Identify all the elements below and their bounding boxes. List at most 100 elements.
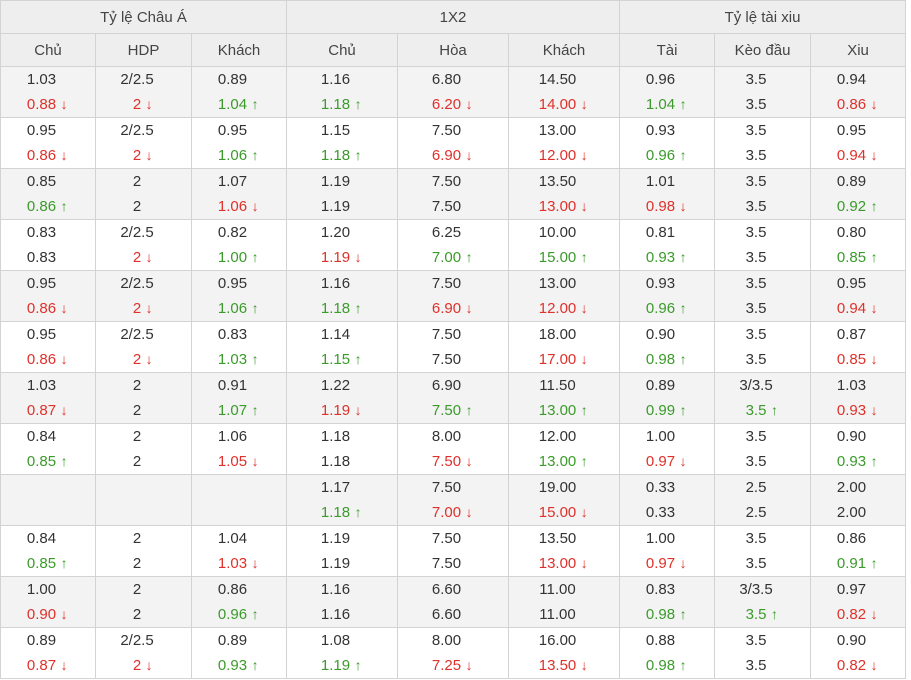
odds-value: 0.82 — [217, 224, 248, 241]
odds-row-live[interactable]: 0.85 ↑ 2 1.05 ↓ 1.18 7.50 ↓ 13.00 ↑ 0.97 ↓ 3.5 0.93 ↑ — [0, 449, 907, 475]
odds-row-opening[interactable]: 1.00 2 0.86 1.16 6.60 11.00 0.83 3/3.5 0.97 — [0, 576, 907, 602]
odds-value: 0.93 — [836, 453, 867, 470]
odds-cell: 6.60 — [397, 576, 510, 602]
odds-value: 11.00 — [539, 581, 576, 598]
odds-value: 3.5 — [745, 402, 767, 419]
odds-cell: 0.98 ↑ — [619, 602, 716, 628]
odds-cell: 7.50 — [397, 168, 510, 194]
odds-value: 1.19 — [320, 530, 351, 547]
odds-cell: 0.95 — [810, 117, 907, 143]
odds-cell: 2 ↓ — [95, 92, 192, 118]
odds-value: 0.89 — [645, 377, 676, 394]
odds-cell: 7.00 ↑ — [397, 245, 510, 271]
arrow-down-icon: ↓ — [870, 300, 878, 316]
odds-value: 15.00 — [538, 249, 577, 266]
arrow-up-icon: ↑ — [679, 147, 687, 163]
odds-row-opening[interactable]: 0.95 2/2.5 0.95 1.15 7.50 13.00 0.93 3.5 0.95 — [0, 117, 907, 143]
odds-value: 13.50 — [538, 657, 577, 674]
odds-row-opening[interactable]: 1.17 7.50 19.00 0.33 2.5 2.00 — [0, 474, 907, 500]
odds-value: 0.93 — [645, 275, 676, 292]
odds-value: 0.94 — [836, 147, 867, 164]
odds-row-live[interactable]: 0.86 ↓ 2 ↓ 1.03 ↑ 1.15 ↑ 7.50 17.00 ↓ 0.98 ↑ 3.5 0.85 ↓ — [0, 347, 907, 373]
odds-value: 0.85 — [26, 453, 57, 470]
odds-cell: 0.91 — [190, 372, 288, 398]
odds-row-opening[interactable]: 1.03 2 0.91 1.22 6.90 11.50 0.89 3/3.5 1.03 — [0, 372, 907, 398]
odds-cell: 0.82 ↓ — [810, 602, 907, 628]
odds-cell: 2 ↓ — [95, 296, 192, 322]
odds-cell: 1.03 ↑ — [190, 347, 288, 373]
odds-row-live[interactable]: 0.83 2 ↓ 1.00 ↑ 1.19 ↓ 7.00 ↑ 15.00 ↑ 0.93 ↑ 3.5 0.85 ↑ — [0, 245, 907, 271]
odds-value: 6.80 — [431, 71, 462, 88]
odds-cell: 14.50 — [508, 66, 621, 92]
odds-row-live[interactable]: 0.90 ↓ 2 0.96 ↑ 1.16 6.60 11.00 0.98 ↑ 3.5 ↑ 0.82 ↓ — [0, 602, 907, 628]
odds-cell: 0.95 — [810, 270, 907, 296]
odds-cell: 0.95 — [0, 321, 96, 347]
odds-cell: 1.15 — [286, 117, 399, 143]
odds-cell: 3.5 — [714, 551, 812, 577]
odds-cell: 0.86 ↓ — [810, 92, 907, 118]
odds-row-live[interactable]: 0.88 ↓ 2 ↓ 1.04 ↑ 1.18 ↑ 6.20 ↓ 14.00 ↓ 1.04 ↑ 3.5 0.86… — [0, 92, 907, 118]
odds-row-opening[interactable]: 0.89 2/2.5 0.89 1.08 8.00 16.00 0.88 3.5 0.90 — [0, 627, 907, 653]
odds-value: 2 — [132, 351, 142, 368]
odds-value: 1.19 — [320, 198, 351, 215]
odds-cell: 0.86 ↓ — [0, 347, 96, 373]
odds-row-live[interactable]: 0.86 ↓ 2 ↓ 1.06 ↑ 1.18 ↑ 6.90 ↓ 12.00 ↓ 0.96 ↑ 3.5 0.94… — [0, 143, 907, 169]
odds-row-live[interactable]: 0.86 ↑ 2 1.06 ↓ 1.19 7.50 13.00 ↓ 0.98 ↓ 3.5 0.92 ↑ — [0, 194, 907, 220]
odds-row-live[interactable]: 0.87 ↓ 2 ↓ 0.93 ↑ 1.19 ↑ 7.25 ↓ 13.50 ↓ 0.98 ↑ 3.5 0.82… — [0, 653, 907, 679]
odds-cell: 0.97 ↓ — [619, 551, 716, 577]
odds-value: 0.33 — [645, 479, 676, 496]
odds-cell: 1.19 ↓ — [286, 398, 399, 424]
odds-value: 0.83 — [645, 581, 676, 598]
odds-cell: 0.84 — [0, 525, 96, 551]
odds-value: 3.5 — [745, 173, 767, 190]
odds-cell: 8.00 — [397, 627, 510, 653]
odds-value: 0.80 — [836, 224, 867, 241]
arrow-down-icon: ↓ — [465, 453, 473, 469]
odds-row-opening[interactable]: 0.85 2 1.07 1.19 7.50 13.50 1.01 3.5 0.89 — [0, 168, 907, 194]
arrow-down-icon: ↓ — [580, 96, 588, 112]
odds-cell: 2 — [95, 168, 192, 194]
odds-value: 7.50 — [431, 173, 462, 190]
odds-row-live[interactable]: 0.85 ↑ 2 1.03 ↓ 1.19 7.50 13.00 ↓ 0.97 ↓ 3.5 0.91 ↑ — [0, 551, 907, 577]
odds-row-opening[interactable]: 0.95 2/2.5 0.95 1.16 7.50 13.00 0.93 3.5 0.95 — [0, 270, 907, 296]
odds-row-opening[interactable]: 0.95 2/2.5 0.83 1.14 7.50 18.00 0.90 3.5 0.87 — [0, 321, 907, 347]
odds-cell: 0.96 ↑ — [619, 143, 716, 169]
odds-cell: 3.5 — [714, 168, 812, 194]
odds-value: 14.50 — [538, 71, 577, 88]
header-column-row: Chủ HDP Khách Chủ Hòa Khách Tài Kèo đầu … — [0, 33, 907, 67]
odds-row-live[interactable]: 0.86 ↓ 2 ↓ 1.06 ↑ 1.18 ↑ 6.90 ↓ 12.00 ↓ 0.96 ↑ 3.5 0.94… — [0, 296, 907, 322]
odds-value: 1.06 — [217, 147, 248, 164]
odds-value: 0.89 — [217, 632, 248, 649]
arrow-up-icon: ↑ — [679, 96, 687, 112]
odds-cell: 7.50 — [397, 270, 510, 296]
odds-cell: 3.5 — [714, 194, 812, 220]
odds-value: 13.00 — [538, 122, 577, 139]
odds-value: 1.19 — [320, 657, 351, 674]
odds-row-live[interactable]: 0.87 ↓ 2 1.07 ↑ 1.19 ↓ 7.50 ↑ 13.00 ↑ 0.99 ↑ 3.5 ↑ 0.93… — [0, 398, 907, 424]
odds-value: 7.50 — [431, 555, 462, 572]
odds-row-opening[interactable]: 1.03 2/2.5 0.89 1.16 6.80 14.50 0.96 3.5 0.94 — [0, 66, 907, 92]
odds-value: 0.83 — [217, 326, 248, 343]
odds-cell: 0.89 — [619, 372, 716, 398]
odds-value: 1.19 — [320, 402, 351, 419]
odds-cell: 3.5 — [714, 245, 812, 271]
odds-value: 2 — [132, 581, 142, 598]
odds-cell: 0.93 ↑ — [810, 449, 907, 475]
odds-cell: 2 ↓ — [95, 653, 192, 679]
odds-value: 1.04 — [645, 96, 676, 113]
odds-cell: 3.5 — [714, 627, 812, 653]
odds-value: 0.91 — [217, 377, 248, 394]
odds-value: 1.22 — [320, 377, 351, 394]
odds-value: 13.00 — [538, 198, 577, 215]
odds-row-opening[interactable]: 0.83 2/2.5 0.82 1.20 6.25 10.00 0.81 3.5 0.80 — [0, 219, 907, 245]
arrow-up-icon: ↑ — [354, 300, 362, 316]
odds-row-opening[interactable]: 0.84 2 1.04 1.19 7.50 13.50 1.00 3.5 0.86 — [0, 525, 907, 551]
col-home: Chủ — [0, 33, 96, 67]
odds-cell: 1.04 ↑ — [619, 92, 716, 118]
odds-value: 7.50 — [431, 198, 462, 215]
odds-row-opening[interactable]: 0.84 2 1.06 1.18 8.00 12.00 1.00 3.5 0.90 — [0, 423, 907, 449]
odds-cell — [95, 500, 192, 526]
odds-row-live[interactable]: 1.18 ↑ 7.00 ↓ 15.00 ↓ 0.33 2.5 2.00 — [0, 500, 907, 526]
odds-value: 0.95 — [836, 122, 867, 139]
arrow-up-icon: ↑ — [354, 96, 362, 112]
